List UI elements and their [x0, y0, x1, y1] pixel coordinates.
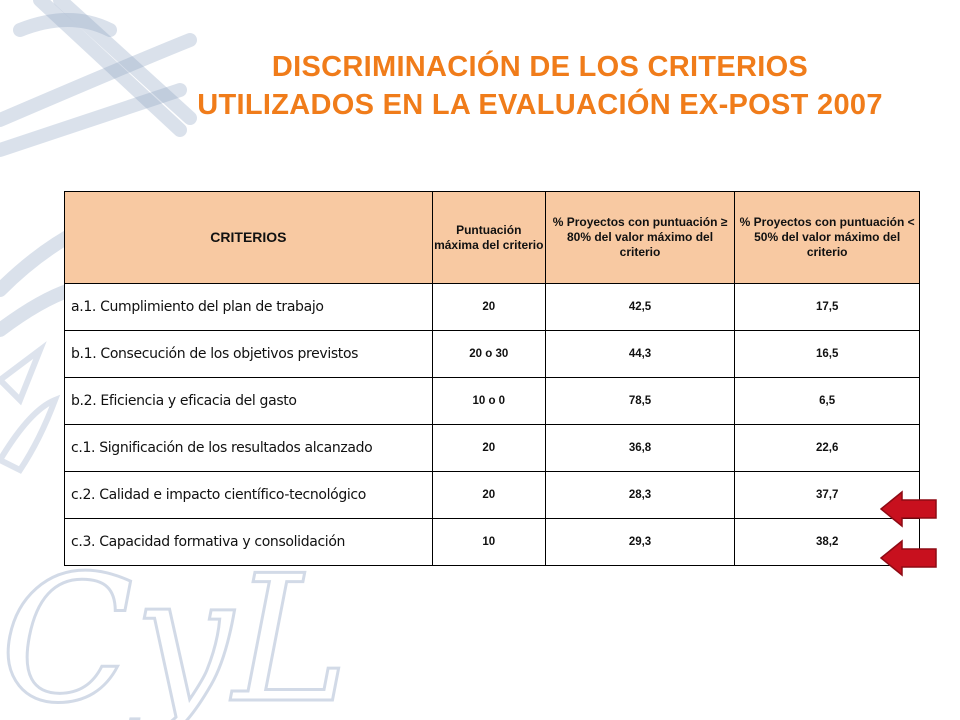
header-proyectos-50: % Proyectos con puntuación < 50% del val…	[734, 191, 920, 284]
pct-above-80: 44,3	[544, 330, 736, 378]
criterion-name: c.3. Capacidad formativa y consolidación	[64, 518, 433, 566]
pct-above-80: 28,3	[544, 471, 736, 519]
max-score: 20	[431, 424, 546, 472]
header-criterios: CRITERIOS	[64, 191, 433, 284]
page-title: DISCRIMINACIÓN DE LOS CRITERIOS UTILIZAD…	[150, 48, 930, 124]
cyl-logo-text: CyL	[0, 539, 349, 720]
table-header-row: CRITERIOS Puntuación máxima del criterio…	[64, 191, 920, 284]
criterion-name: a.1. Cumplimiento del plan de trabajo	[64, 283, 433, 331]
pct-above-80: 36,8	[544, 424, 736, 472]
pct-below-50: 6,5	[734, 377, 920, 425]
pct-above-80: 29,3	[544, 518, 736, 566]
table-row: b.1. Consecución de los objetivos previs…	[64, 330, 920, 378]
max-score: 10	[431, 518, 546, 566]
pct-below-50: 17,5	[734, 283, 920, 331]
criterion-name: c.1. Significación de los resultados alc…	[64, 424, 433, 472]
criterion-name: b.2. Eficiencia y eficacia del gasto	[64, 377, 433, 425]
pct-above-80: 42,5	[544, 283, 736, 331]
max-score: 20	[431, 471, 546, 519]
title-line-2: UTILIZADOS EN LA EVALUACIÓN EX-POST 2007	[197, 89, 883, 121]
header-puntuacion-maxima: Puntuación máxima del criterio	[431, 191, 546, 284]
table-row: c.3. Capacidad formativa y consolidación…	[64, 518, 920, 566]
max-score: 20 o 30	[431, 330, 546, 378]
criteria-table: CRITERIOS Puntuación máxima del criterio…	[64, 191, 920, 566]
left-arrow-icon	[880, 490, 937, 528]
criterion-name: b.1. Consecución de los objetivos previs…	[64, 330, 433, 378]
table-row: c.2. Calidad e impacto científico-tecnol…	[64, 471, 920, 519]
pct-above-80: 78,5	[544, 377, 736, 425]
max-score: 20	[431, 283, 546, 331]
pct-below-50: 22,6	[734, 424, 920, 472]
header-proyectos-80: % Proyectos con puntuación ≥ 80% del val…	[544, 191, 736, 284]
criterion-name: c.2. Calidad e impacto científico-tecnol…	[64, 471, 433, 519]
table-row: a.1. Cumplimiento del plan de trabajo 20…	[64, 283, 920, 331]
left-arrow-icon	[880, 539, 937, 577]
max-score: 10 o 0	[431, 377, 546, 425]
table-row: b.2. Eficiencia y eficacia del gasto 10 …	[64, 377, 920, 425]
table-row: c.1. Significación de los resultados alc…	[64, 424, 920, 472]
title-line-1: DISCRIMINACIÓN DE LOS CRITERIOS	[271, 51, 809, 83]
pct-below-50: 16,5	[734, 330, 920, 378]
